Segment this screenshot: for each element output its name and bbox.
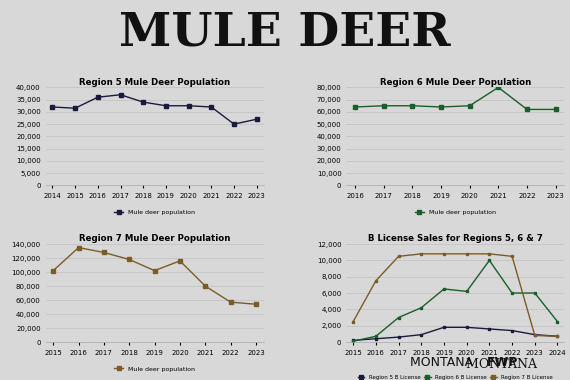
Legend: Mule deer population: Mule deer population — [111, 207, 198, 217]
Legend: Region 5 B License, Region 6 B License, Region 7 B License: Region 5 B License, Region 6 B License, … — [356, 373, 555, 380]
Title: B License Sales for Regions 5, 6 & 7: B License Sales for Regions 5, 6 & 7 — [368, 234, 543, 243]
Legend: Mule deer population: Mule deer population — [412, 207, 499, 217]
Text: MONTANA FWP: MONTANA FWP — [437, 358, 542, 370]
Text: MULE DEER: MULE DEER — [119, 10, 451, 55]
Title: Region 5 Mule Deer Population: Region 5 Mule Deer Population — [79, 78, 230, 87]
Legend: Mule deer population: Mule deer population — [111, 364, 198, 374]
Title: Region 6 Mule Deer Population: Region 6 Mule Deer Population — [380, 78, 531, 87]
Title: Region 7 Mule Deer Population: Region 7 Mule Deer Population — [79, 234, 230, 243]
Text: MONTANA: MONTANA — [410, 356, 478, 369]
Text: MONTANA: MONTANA — [466, 358, 542, 370]
Text: FWP: FWP — [487, 356, 519, 369]
